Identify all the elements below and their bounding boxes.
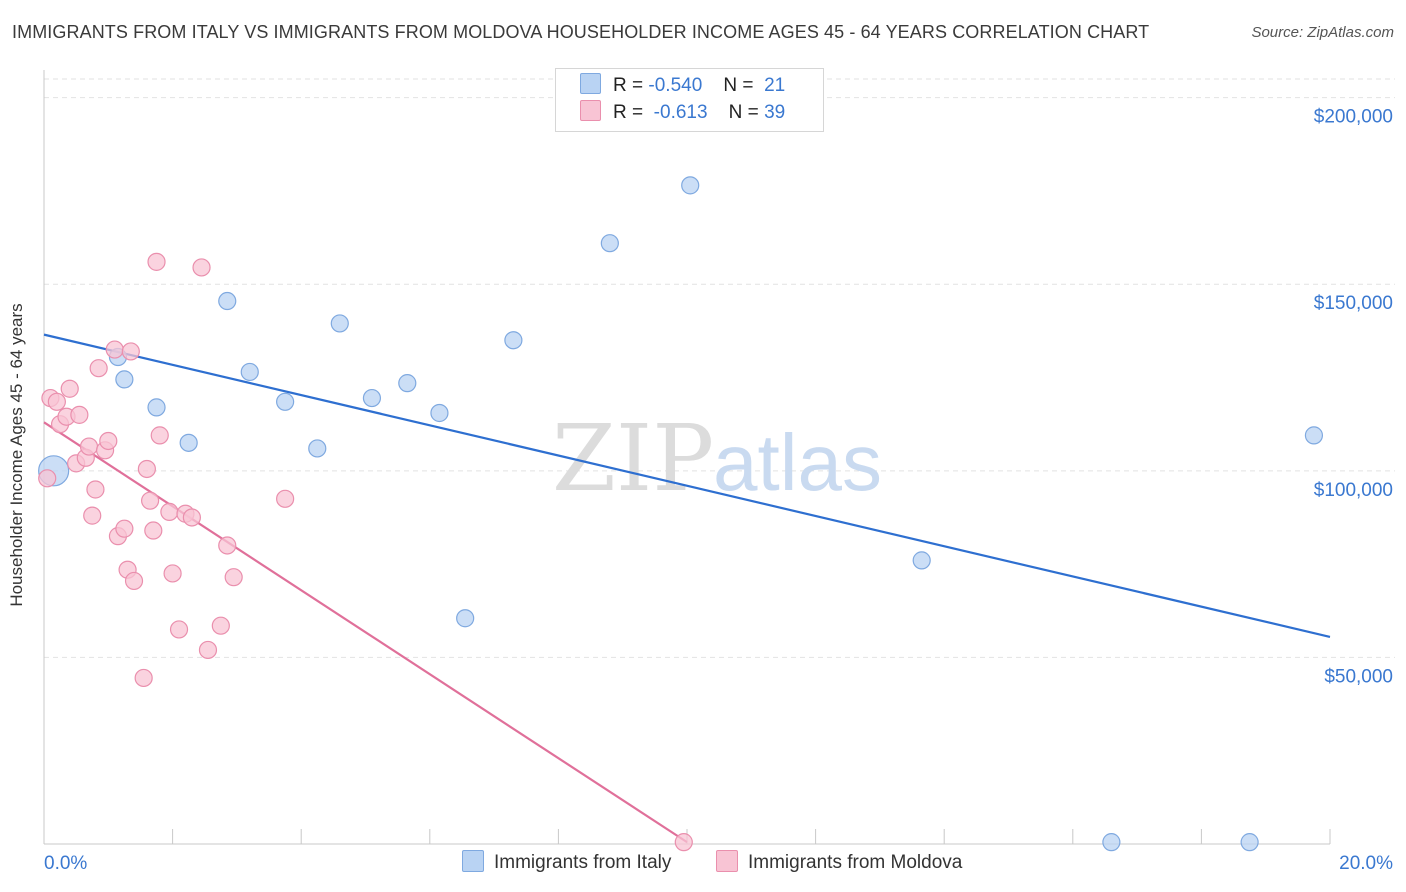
y-tick-label: $150,000: [1314, 293, 1393, 314]
italy-point: [240, 362, 259, 382]
legend-italy-r-value: -0.540: [648, 75, 703, 96]
bottom-legend-moldova: Immigrants from Moldova: [716, 850, 963, 874]
bottom-legend-swatch-moldova: [716, 850, 738, 872]
moldova-point: [83, 506, 102, 525]
moldova-point: [160, 502, 179, 521]
tick-labels: $50,000 $100,000 $150,000 $200,000 0.0% 20.0%: [44, 107, 1393, 874]
italy-point: [308, 439, 327, 458]
legend-moldova-r-label: R =: [613, 102, 644, 123]
moldova-point: [124, 571, 144, 591]
italy-point: [1240, 833, 1259, 852]
x-tick-label-min: 0.0%: [44, 853, 87, 874]
legend-swatch-italy: [580, 73, 601, 95]
moldova-point: [115, 519, 134, 538]
moldova-point: [198, 640, 218, 660]
legend-italy-r-label: R =: [613, 75, 644, 96]
moldova-point: [86, 480, 105, 499]
y-axis-label: Householder Income Ages 45 - 64 years: [7, 303, 26, 607]
watermark-zip: ZIP: [552, 405, 714, 512]
moldova-point: [70, 405, 89, 424]
chart-title: IMMIGRANTS FROM ITALY VS IMMIGRANTS FROM…: [12, 22, 1150, 42]
moldova-point: [47, 392, 66, 411]
moldova-point: [674, 833, 693, 852]
moldova-point: [79, 437, 99, 456]
italy-point: [179, 433, 198, 452]
moldova-point: [89, 359, 108, 378]
moldova-point: [134, 668, 153, 688]
bottom-legend-label-moldova: Immigrants from Moldova: [748, 852, 963, 874]
y-tick-label: $50,000: [1324, 666, 1393, 687]
italy-point: [1102, 833, 1121, 852]
bottom-legend-label-italy: Immigrants from Italy: [494, 852, 672, 874]
italy-point: [600, 234, 619, 253]
moldova-point: [99, 431, 118, 451]
moldova-point: [105, 340, 124, 359]
legend-moldova-n-label: N =: [728, 102, 759, 123]
italy-point: [362, 388, 382, 408]
correlation-legend: R = -0.540 N = 21 R = -0.613 N = 39: [555, 68, 824, 132]
moldova-point: [192, 258, 211, 277]
legend-moldova-r-value: -0.613: [653, 102, 708, 123]
watermark: ZIP atlas: [552, 405, 882, 512]
italy-point: [115, 370, 134, 389]
italy-point: [330, 314, 349, 333]
legend-swatch-moldova: [580, 100, 601, 122]
moldova-point: [144, 521, 163, 540]
x-tick-label-max: 20.0%: [1339, 853, 1393, 874]
italy-point: [276, 392, 295, 411]
italy-point: [912, 551, 931, 570]
bottom-legend-italy: Immigrants from Italy: [462, 850, 672, 874]
data-points: [38, 176, 1324, 852]
italy-point: [1304, 426, 1324, 445]
italy-point: [430, 403, 449, 423]
moldova-point: [140, 491, 160, 510]
moldova-point: [224, 568, 243, 587]
moldova-point: [147, 252, 166, 271]
bottom-legend-swatch-italy: [462, 850, 484, 872]
moldova-point: [211, 616, 230, 635]
italy-point: [398, 374, 417, 393]
moldova-point: [218, 536, 237, 555]
italy-point: [504, 331, 523, 350]
italy-trend-line: [43, 333, 1331, 638]
y-tick-label: $200,000: [1314, 107, 1393, 128]
moldova-point: [121, 342, 140, 361]
legend-moldova-n-value: 39: [764, 102, 786, 123]
moldova-point: [150, 426, 169, 445]
moldova-point: [276, 489, 295, 508]
moldova-point: [169, 620, 189, 639]
moldova-point: [38, 469, 57, 488]
watermark-atlas: atlas: [713, 418, 882, 507]
italy-point: [218, 291, 237, 311]
source-note: Source: ZipAtlas.com: [1251, 24, 1394, 41]
italy-point: [147, 398, 166, 417]
moldova-point: [163, 564, 182, 583]
moldova-point: [60, 379, 79, 398]
italy-point: [681, 176, 700, 195]
legend-italy-n-label: N =: [723, 75, 754, 96]
legend-row-moldova: R = -0.613 N = 39: [580, 100, 786, 126]
moldova-point: [182, 508, 201, 527]
y-tick-label: $100,000: [1314, 480, 1393, 501]
italy-point: [456, 609, 475, 628]
legend-row-italy: R = -0.540 N = 21: [580, 73, 786, 99]
legend-italy-n-value: 21: [764, 75, 786, 96]
moldova-point: [137, 459, 156, 479]
